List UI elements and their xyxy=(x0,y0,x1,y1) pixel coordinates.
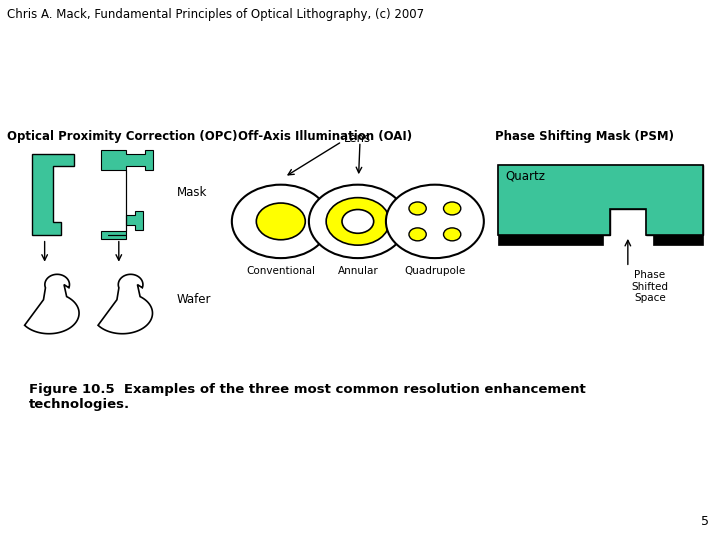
Text: Off-Axis Illumination (OAI): Off-Axis Illumination (OAI) xyxy=(238,130,412,143)
Text: 5: 5 xyxy=(701,515,709,528)
Polygon shape xyxy=(24,274,79,334)
Text: Phase
Shifted
Space: Phase Shifted Space xyxy=(631,270,668,303)
Circle shape xyxy=(409,228,426,241)
Circle shape xyxy=(256,203,305,240)
Text: Chris A. Mack, Fundamental Principles of Optical Lithography, (c) 2007: Chris A. Mack, Fundamental Principles of… xyxy=(7,8,424,21)
Polygon shape xyxy=(101,150,153,239)
Polygon shape xyxy=(498,165,703,235)
Text: Quartz: Quartz xyxy=(505,169,546,182)
Bar xyxy=(653,235,703,245)
Text: Conventional: Conventional xyxy=(246,266,315,276)
Text: Optical Proximity Correction (OPC): Optical Proximity Correction (OPC) xyxy=(7,130,238,143)
Polygon shape xyxy=(98,274,153,334)
Text: Figure 10.5  Examples of the three most common resolution enhancement
technologi: Figure 10.5 Examples of the three most c… xyxy=(29,383,585,411)
Circle shape xyxy=(342,210,374,233)
Circle shape xyxy=(386,185,484,258)
Bar xyxy=(646,165,703,235)
Text: Phase Shifting Mask (PSM): Phase Shifting Mask (PSM) xyxy=(495,130,675,143)
Text: Mask: Mask xyxy=(176,186,207,199)
Circle shape xyxy=(326,198,390,245)
Text: Lens: Lens xyxy=(344,132,372,145)
Circle shape xyxy=(309,185,407,258)
Text: Wafer: Wafer xyxy=(176,293,211,306)
Polygon shape xyxy=(32,154,74,235)
Bar xyxy=(498,235,603,245)
Bar xyxy=(610,165,646,209)
Circle shape xyxy=(409,202,426,215)
Circle shape xyxy=(444,228,461,241)
Text: Annular: Annular xyxy=(338,266,378,276)
Text: Quadrupole: Quadrupole xyxy=(404,266,466,276)
Circle shape xyxy=(444,202,461,215)
Bar xyxy=(498,165,610,235)
Circle shape xyxy=(232,185,330,258)
